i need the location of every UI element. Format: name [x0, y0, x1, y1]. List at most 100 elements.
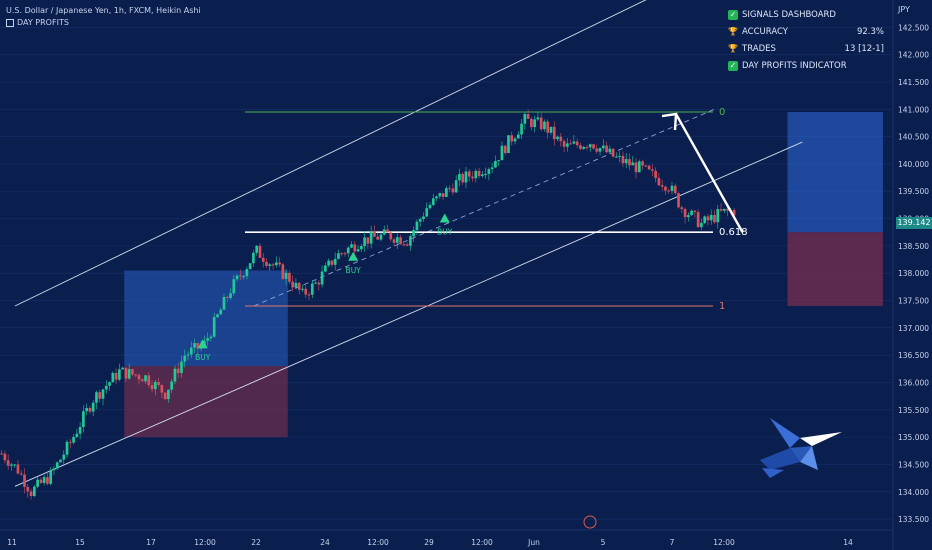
- candle: [670, 185, 674, 191]
- candle: [131, 369, 134, 375]
- candle: [229, 293, 232, 298]
- candle: [441, 193, 445, 197]
- time-tick-label: 12:00: [713, 538, 735, 547]
- candle: [615, 156, 618, 158]
- time-tick-label: 5: [601, 538, 606, 547]
- candle: [209, 336, 213, 339]
- candle: [713, 214, 716, 223]
- candle: [320, 271, 324, 285]
- candle: [461, 173, 465, 183]
- price-tick-label: 140.000: [898, 160, 929, 169]
- candle: [533, 119, 536, 128]
- candle: [379, 234, 383, 240]
- candle: [180, 361, 183, 374]
- candle: [127, 369, 131, 379]
- candle: [601, 145, 605, 149]
- candle: [399, 237, 402, 245]
- candle: [690, 210, 693, 216]
- candle: [118, 369, 121, 380]
- candle: [219, 309, 223, 315]
- candle: [719, 209, 723, 211]
- candle: [173, 368, 177, 382]
- price-tick-label: 141.500: [898, 78, 929, 87]
- fib-level-label: 1: [719, 301, 725, 312]
- candle: [82, 411, 85, 427]
- candle: [36, 479, 39, 487]
- candle: [98, 392, 102, 399]
- candle: [556, 136, 559, 140]
- price-tick-label: 136.000: [898, 378, 929, 387]
- candle: [503, 145, 507, 154]
- candle: [722, 208, 726, 211]
- candle: [608, 148, 612, 153]
- candle: [484, 173, 487, 175]
- candle: [467, 171, 471, 177]
- candle: [356, 249, 360, 252]
- candle: [412, 230, 415, 237]
- candle: [216, 314, 219, 318]
- candle: [29, 491, 33, 496]
- candle: [624, 159, 628, 164]
- candle: [474, 170, 478, 179]
- dashboard-title-row: ✓ SIGNALS DASHBOARD: [728, 6, 884, 23]
- channel-midline: [253, 108, 715, 307]
- candle: [487, 168, 491, 174]
- candle: [337, 253, 340, 259]
- price-axis[interactable]: [893, 0, 932, 550]
- candle: [471, 176, 474, 179]
- price-tick-label: 137.500: [898, 297, 929, 306]
- candle: [415, 221, 419, 231]
- candle: [206, 338, 209, 341]
- candle: [0, 453, 3, 455]
- price-tick-label: 134.000: [898, 488, 929, 497]
- candle: [392, 239, 396, 243]
- candle: [196, 342, 200, 349]
- candle: [327, 260, 330, 266]
- candle: [680, 207, 684, 210]
- candle: [464, 171, 468, 183]
- dashboard-footer: DAY PROFITS INDICATOR: [742, 60, 847, 71]
- candle: [33, 486, 36, 496]
- candle: [248, 263, 252, 270]
- flash-icon[interactable]: [583, 515, 597, 529]
- candle: [687, 215, 690, 218]
- candle: [134, 374, 138, 376]
- candle: [435, 196, 438, 199]
- candle: [10, 464, 13, 466]
- candle: [628, 159, 631, 166]
- candle: [163, 392, 167, 400]
- candle: [425, 208, 429, 217]
- candle: [258, 245, 262, 258]
- candle: [562, 141, 566, 147]
- candle: [72, 437, 75, 443]
- indicator-label[interactable]: DAY PROFITS: [6, 18, 69, 27]
- time-tick-label: 12:00: [194, 538, 216, 547]
- candle: [167, 389, 170, 400]
- trophy-icon: 🏆: [728, 44, 738, 53]
- dashboard-title: SIGNALS DASHBOARD: [742, 9, 836, 20]
- candle: [91, 402, 95, 412]
- candle: [654, 170, 657, 178]
- candle: [651, 169, 654, 171]
- candle: [294, 282, 298, 288]
- trades-value: 13 [12-1]: [844, 43, 884, 54]
- candle: [42, 477, 46, 483]
- price-tick-label: 139.500: [898, 187, 929, 196]
- candle: [451, 188, 455, 193]
- candle: [428, 204, 432, 209]
- candle: [520, 123, 523, 135]
- candle: [360, 246, 363, 250]
- indicator-eye-icon[interactable]: [6, 18, 14, 27]
- candle: [389, 232, 393, 240]
- candle: [265, 261, 268, 266]
- candle: [409, 236, 412, 246]
- candle: [153, 381, 157, 390]
- candle: [111, 372, 115, 383]
- axis-currency[interactable]: JPY: [898, 5, 910, 14]
- time-tick-label: Jun: [527, 538, 540, 547]
- candle: [598, 148, 602, 152]
- candle: [193, 342, 196, 348]
- candle: [530, 118, 533, 128]
- price-tick-label: 135.000: [898, 433, 929, 442]
